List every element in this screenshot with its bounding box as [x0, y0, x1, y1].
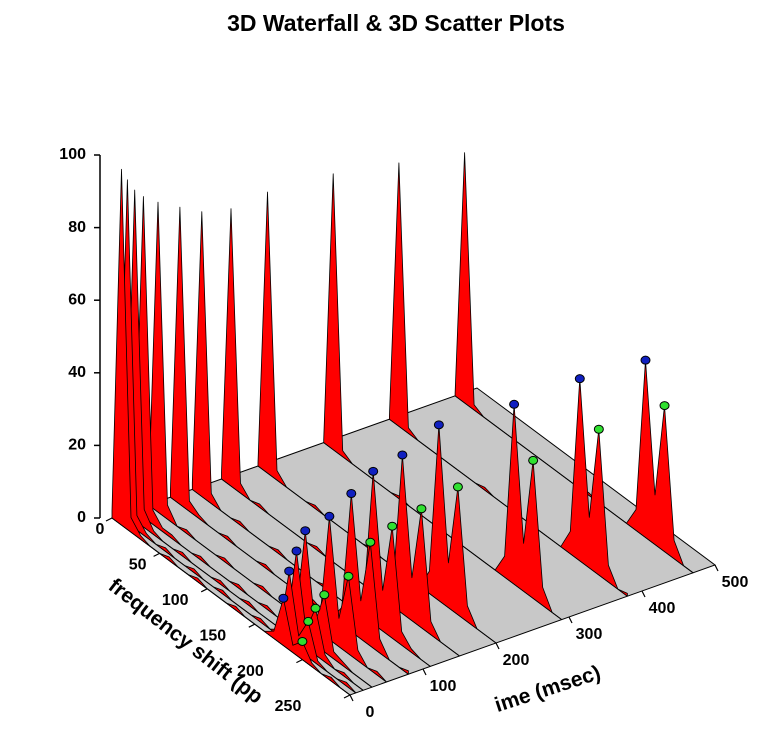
scatter-point [433, 420, 444, 430]
scatter-point [319, 590, 330, 600]
frequency-tick-label: 200 [237, 663, 264, 680]
z-tick-label: 60 [68, 291, 86, 308]
dot-layer [278, 355, 670, 646]
scatter-point [640, 355, 651, 365]
time-axis-title: ime (msec) [492, 661, 603, 717]
scatter-point [291, 546, 302, 556]
frequency-tick [343, 694, 351, 699]
scatter-point [387, 521, 398, 531]
time-tick [422, 668, 427, 676]
frequency-tick-label: 250 [275, 698, 302, 715]
frequency-tick [200, 588, 208, 593]
time-tick [495, 642, 500, 650]
scatter-point [278, 593, 289, 603]
frequency-tick [153, 552, 160, 557]
time-tick [349, 694, 354, 702]
frequency-tick [105, 517, 113, 522]
time-tick [641, 590, 646, 598]
scatter-point [284, 566, 295, 576]
time-tick-label: 100 [430, 678, 457, 695]
scatter-point [659, 401, 670, 411]
scatter-point [346, 488, 357, 498]
time-tick-label: 500 [722, 574, 749, 591]
axis-layer: 0 20 40 60 80 100 0 50 100 150 200 250 0 100 200 300 400… [59, 146, 748, 721]
z-tick-label: 40 [68, 364, 86, 381]
z-tick-label: 20 [68, 437, 86, 454]
time-tick-label: 200 [503, 652, 530, 669]
scatter-point [303, 616, 314, 626]
waterfall-slice [221, 208, 460, 657]
scatter-point [528, 455, 539, 465]
frequency-tick-label: 0 [96, 521, 105, 538]
scatter-point [593, 424, 604, 434]
chart-title: 3D Waterfall & 3D Scatter Plots [227, 10, 565, 36]
scatter-point [310, 603, 321, 613]
scatter-point [452, 482, 463, 492]
slice-layer [111, 152, 694, 696]
scatter-point [368, 466, 379, 476]
scatter-point [297, 636, 308, 646]
waterfall-slice [133, 196, 373, 688]
scatter-point [574, 374, 585, 384]
scatter-point [416, 504, 427, 514]
waterfall-slice [117, 179, 357, 694]
frequency-tick [296, 659, 303, 664]
scatter-point [397, 450, 408, 460]
scatter-point [343, 571, 354, 581]
frequency-tick-label: 50 [129, 557, 147, 574]
waterfall-slice [111, 168, 351, 696]
time-tick-label: 400 [649, 600, 676, 617]
z-tick-label: 0 [77, 509, 86, 526]
time-tick [568, 616, 573, 624]
time-tick-label: 300 [576, 626, 603, 643]
scatter-point [509, 399, 520, 409]
frequency-tick-label: 150 [199, 627, 226, 644]
frequency-tick [248, 623, 256, 628]
z-tick-label: 100 [59, 146, 86, 163]
time-tick [714, 564, 719, 572]
waterfall-slice [124, 189, 364, 691]
frequency-tick-label: 100 [162, 592, 189, 609]
z-tick-label: 80 [68, 219, 86, 236]
scatter-point [300, 526, 311, 536]
waterfall-slice [148, 201, 387, 683]
scatter-point [365, 537, 376, 547]
scatter-point [324, 511, 335, 521]
time-tick-label: 0 [366, 704, 375, 721]
